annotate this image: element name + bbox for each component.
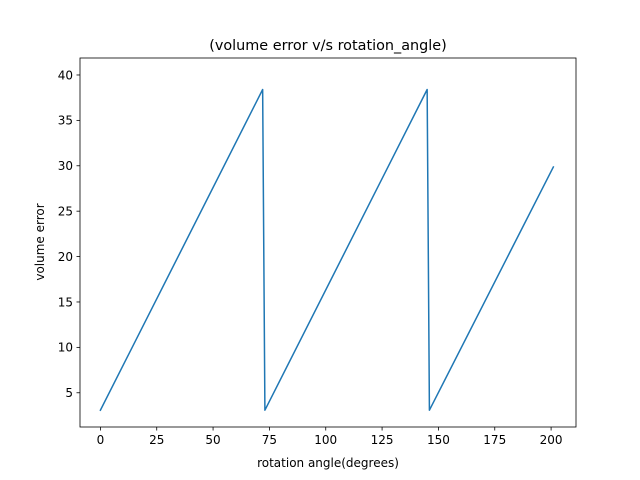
y-tick-label: 25: [58, 204, 73, 218]
x-tick-label: 75: [262, 433, 277, 447]
x-tick-label: 100: [314, 433, 337, 447]
x-axis-ticks: 0 25 50 75 100 125 150 175 200: [97, 427, 563, 447]
axes-frame: [79, 57, 577, 428]
x-tick-label: 0: [97, 433, 105, 447]
y-axis-label: volume error: [33, 203, 47, 280]
x-tick-label: 150: [427, 433, 450, 447]
y-tick-label: 35: [58, 114, 73, 128]
x-tick-label: 50: [205, 433, 220, 447]
x-tick-label: 125: [371, 433, 394, 447]
x-tick-label: 175: [483, 433, 506, 447]
y-tick-label: 10: [58, 341, 73, 355]
y-tick-label: 40: [58, 68, 73, 82]
y-axis-ticks: 5 10 15 20 25 30 35 40: [58, 68, 80, 400]
y-tick-label: 20: [58, 250, 73, 264]
y-tick-label: 30: [58, 159, 73, 173]
chart-title: (volume error v/s rotation_angle): [209, 38, 447, 54]
x-tick-label: 25: [149, 433, 164, 447]
x-tick-label: 200: [540, 433, 563, 447]
series-line-1: [99, 88, 555, 412]
y-tick-label: 5: [65, 386, 73, 400]
y-tick-label: 15: [58, 295, 73, 309]
x-axis-label: rotation angle(degrees): [257, 456, 399, 470]
plot-area: [79, 57, 577, 428]
